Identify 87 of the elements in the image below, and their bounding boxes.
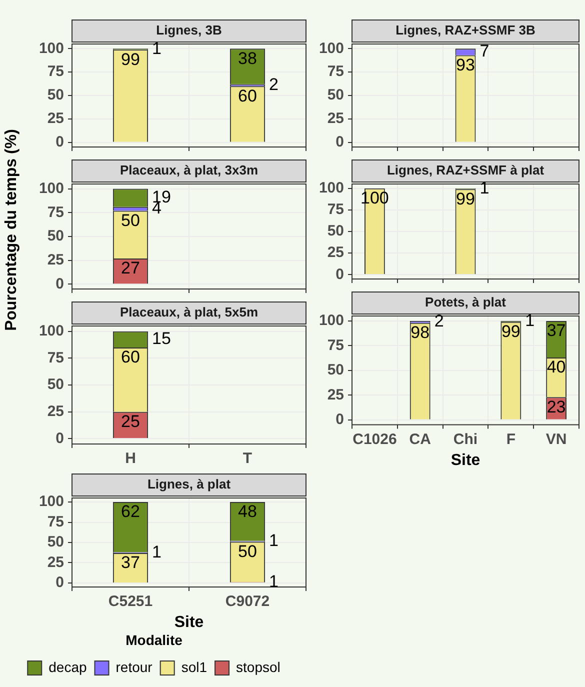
chart-title: Placeaux, à plat, 3x3m: [120, 162, 258, 178]
data-label: 40: [546, 358, 566, 377]
y-tick-label: 25: [47, 554, 64, 571]
y-tick-label: 0: [56, 133, 64, 150]
x-tick-label: C9072: [225, 593, 270, 610]
y-tick-label: 0: [56, 574, 64, 592]
chart-title: Placeaux, à plat, 5x5m: [120, 304, 258, 320]
y-tick-label: 25: [327, 110, 344, 128]
x-tick-label: CA: [409, 430, 432, 448]
data-label: 1: [525, 311, 535, 330]
x-tick-label: F: [506, 430, 516, 448]
legend-label: sol1: [181, 658, 208, 675]
chart-title: Lignes, 3B: [156, 22, 222, 38]
y-tick-label: 0: [56, 275, 64, 292]
legend-label: retour: [116, 658, 153, 675]
data-label: 1: [152, 542, 162, 562]
data-label: 62: [121, 502, 140, 522]
y-tick-label: 50: [47, 534, 64, 551]
y-tick-label: 50: [47, 86, 64, 104]
data-label: 60: [121, 348, 140, 367]
data-label: 37: [546, 321, 566, 340]
y-tick-label: 100: [318, 179, 344, 196]
data-label: 99: [456, 189, 475, 208]
y-tick-label: 100: [38, 322, 64, 340]
y-tick-label: 50: [327, 222, 344, 240]
data-label: 23: [546, 397, 566, 416]
y-tick-label: 100: [318, 312, 344, 330]
y-tick-label: 75: [47, 63, 64, 80]
x-tick-label: H: [125, 450, 136, 468]
y-axis-title: Pourcentage du temps (%): [3, 129, 21, 331]
data-label: 1: [152, 38, 162, 58]
x-tick-label: T: [242, 450, 252, 468]
y-tick-label: 25: [47, 402, 64, 420]
data-label: 27: [121, 258, 140, 278]
legend-title: Modalite: [126, 632, 183, 648]
data-label: 93: [456, 55, 475, 74]
data-label: 38: [238, 48, 257, 68]
data-label: 1: [480, 178, 490, 198]
y-tick-label: 50: [47, 228, 64, 245]
data-label: 1: [269, 572, 279, 591]
x-tick-label: C5251: [108, 593, 153, 610]
chart-title: Lignes, RAZ+SSMF 3B: [396, 22, 536, 38]
y-tick-label: 25: [327, 386, 344, 404]
chart-title: Potets, à plat: [425, 294, 507, 310]
x-tick-label: C1026: [352, 430, 397, 448]
y-tick-label: 100: [318, 40, 344, 57]
y-tick-label: 50: [47, 376, 64, 394]
y-tick-label: 25: [47, 110, 64, 128]
legend-label: stopsol: [236, 658, 280, 675]
y-tick-label: 0: [336, 266, 344, 283]
data-label: 48: [238, 502, 257, 522]
data-label: 7: [480, 42, 490, 61]
x-axis-title: Site: [450, 452, 480, 469]
y-tick-label: 75: [47, 204, 64, 221]
y-tick-label: 0: [336, 133, 344, 150]
y-tick-label: 75: [327, 201, 344, 218]
legend-label: decap: [48, 658, 87, 675]
y-tick-label: 0: [336, 410, 344, 428]
data-label: 50: [121, 210, 140, 230]
chart-title: Lignes, RAZ+SSMF à plat: [386, 162, 545, 178]
y-tick-label: 75: [327, 63, 344, 80]
data-label: 2: [434, 312, 444, 331]
y-tick-label: 50: [327, 362, 344, 379]
y-tick-label: 25: [327, 244, 344, 262]
x-tick-label: VN: [546, 430, 567, 448]
data-label: 15: [152, 329, 171, 348]
y-tick-label: 50: [327, 86, 344, 104]
data-label: 60: [238, 86, 257, 106]
y-tick-label: 100: [38, 40, 64, 57]
data-label: 2: [269, 74, 279, 94]
data-label: 1: [269, 530, 279, 550]
y-tick-label: 100: [38, 493, 64, 510]
y-tick-label: 75: [327, 336, 344, 354]
data-label: 99: [501, 322, 520, 342]
x-axis-title: Site: [174, 614, 204, 632]
data-label: 25: [121, 412, 140, 432]
data-label: 98: [410, 323, 430, 342]
y-tick-label: 0: [56, 430, 64, 447]
y-tick-label: 75: [47, 513, 64, 530]
data-label: 50: [238, 542, 257, 561]
y-tick-label: 25: [47, 252, 64, 269]
x-tick-label: Chi: [453, 430, 478, 448]
y-tick-label: 75: [47, 349, 64, 366]
data-label: 37: [121, 553, 140, 572]
chart-title: Lignes, à plat: [147, 476, 232, 492]
y-tick-label: 100: [38, 180, 64, 197]
data-label: 99: [121, 50, 140, 69]
